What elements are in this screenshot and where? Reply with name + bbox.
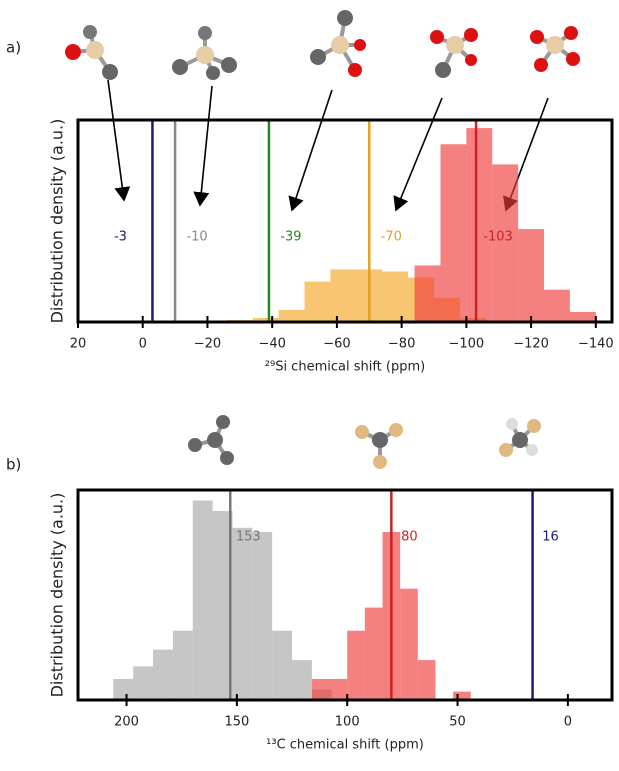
histogram-bar [347, 630, 365, 700]
x-axis-label: ¹³C chemical shift (ppm) [266, 738, 424, 753]
reference-label: -10 [186, 230, 207, 245]
histogram-bar [440, 144, 467, 322]
x-tick-label: −60 [323, 337, 350, 352]
y-axis-label: Distribution density (a.u.) [48, 119, 67, 324]
reference-label: -70 [381, 230, 402, 245]
histogram-bar [544, 289, 570, 322]
x-tick-label: 50 [449, 715, 466, 730]
histogram-bar [304, 281, 331, 322]
x-tick-label: 20 [70, 337, 87, 352]
x-tick-label: −120 [513, 337, 549, 352]
x-tick-label: −80 [388, 337, 415, 352]
x-tick-label: 100 [335, 715, 360, 730]
histogram-bar [113, 679, 134, 700]
x-tick-label: −40 [258, 337, 285, 352]
histogram-bar [417, 660, 436, 700]
reference-label: -103 [483, 230, 513, 245]
histogram-bar [518, 229, 545, 322]
reference-label: 16 [542, 530, 559, 545]
x-tick-label: 200 [114, 715, 139, 730]
x-tick-label: −100 [449, 337, 485, 352]
x-tick-label: 150 [224, 715, 249, 730]
molecules [65, 10, 580, 469]
histogram-bar [400, 588, 418, 700]
histogram-bar [192, 500, 213, 700]
histogram-bar [292, 660, 312, 700]
histogram-bar [414, 265, 441, 322]
histogram-bar [232, 527, 253, 700]
histogram-bar [272, 630, 293, 700]
x-tick-label: 0 [139, 337, 147, 352]
histogram-bar [311, 679, 330, 700]
histogram-bar [252, 317, 279, 322]
histogram-bar [453, 691, 471, 700]
plot-frame [76, 118, 614, 324]
reference-label: 80 [401, 530, 418, 545]
panel-label: b) [6, 456, 21, 474]
histogram-bar [330, 269, 357, 322]
histogram-bar [278, 309, 305, 322]
x-tick-label: 0 [564, 715, 572, 730]
reference-label: -3 [114, 230, 127, 245]
plot-frame [76, 488, 614, 702]
histogram-bar [364, 607, 383, 700]
x-tick-label: −20 [194, 337, 221, 352]
y-axis-label: Distribution density (a.u.) [48, 493, 67, 698]
histogram-bar [329, 679, 348, 700]
x-axis-label: ²⁹Si chemical shift (ppm) [265, 360, 425, 375]
histogram-bar [492, 164, 519, 322]
histogram-bar [133, 666, 154, 700]
histogram-bar [153, 649, 173, 700]
panel-label: a) [6, 39, 21, 57]
histogram-bar [569, 311, 596, 322]
histogram-bar [466, 128, 493, 322]
histogram-bar [172, 630, 193, 700]
histogram-bar [382, 271, 409, 322]
reference-label: 153 [236, 530, 261, 545]
reference-label: -39 [280, 230, 301, 245]
histogram-bar [252, 532, 273, 700]
x-tick-label: −140 [578, 337, 614, 352]
histogram-bar [212, 511, 233, 700]
